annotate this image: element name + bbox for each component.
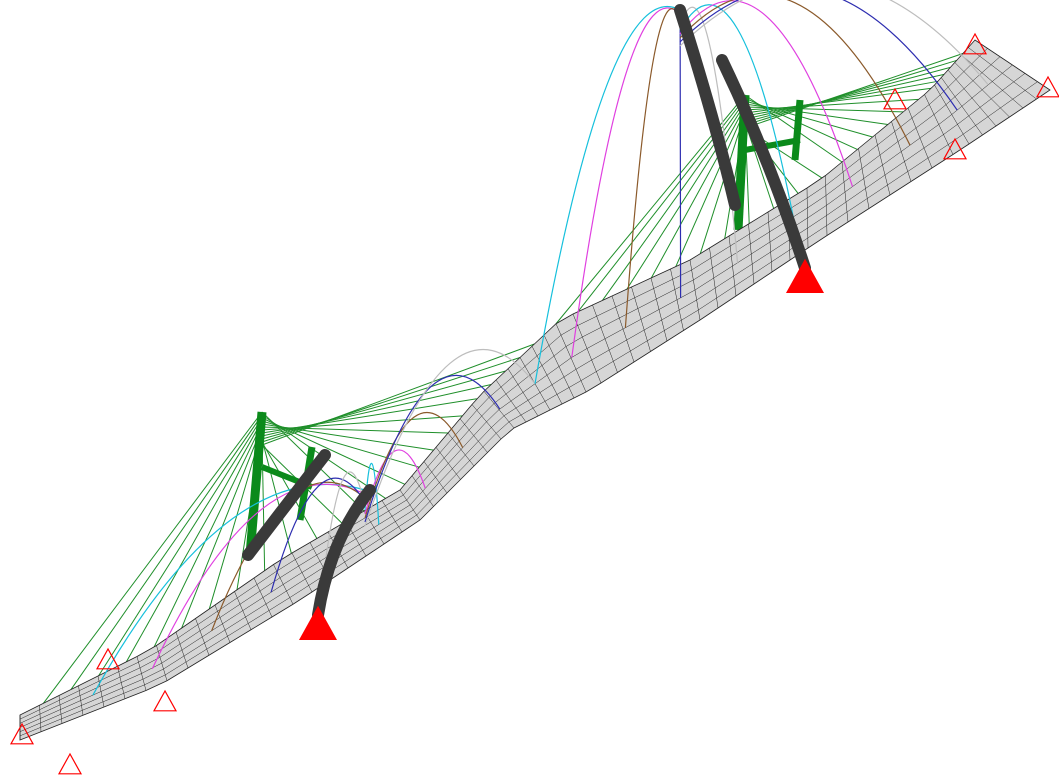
original-cable xyxy=(675,109,746,267)
original-cable xyxy=(650,106,746,279)
original-cable xyxy=(261,384,492,437)
deformed-cable xyxy=(151,483,366,669)
deformed-cables-layer xyxy=(92,0,989,696)
roller-support-icon xyxy=(1035,75,1059,98)
deformed-cable xyxy=(364,411,464,519)
fixed-support-icon xyxy=(298,605,338,641)
original-cable xyxy=(744,73,945,120)
deformed-cable xyxy=(679,0,989,86)
deformed-cable xyxy=(534,5,681,384)
original-cable xyxy=(744,80,938,117)
roller-support-icon xyxy=(962,32,988,55)
deformed-pylons-layer[interactable] xyxy=(242,4,811,621)
pylon-leg xyxy=(245,411,267,556)
fixed-support-icon xyxy=(785,258,825,293)
roller-support-icon xyxy=(882,87,908,110)
original-cable xyxy=(744,98,919,111)
original-cable xyxy=(744,87,932,114)
deformed-cable xyxy=(679,0,958,111)
deck-mesh-line xyxy=(19,81,1038,737)
deformed-pylon-1-leg[interactable] xyxy=(312,484,376,621)
deck-mesh-line xyxy=(19,56,1001,724)
deck-mesh-line xyxy=(19,73,1026,732)
deck-mesh-line xyxy=(19,48,988,720)
pylon-leg xyxy=(791,99,804,161)
original-cable xyxy=(125,420,263,663)
original-cable xyxy=(744,53,964,129)
original-cable xyxy=(153,423,263,648)
original-cables-layer xyxy=(43,53,964,704)
deformed-cable xyxy=(624,8,681,328)
deformed-cable xyxy=(364,348,536,527)
deformed-pylon-2-leg[interactable] xyxy=(674,4,741,211)
deformed-cable xyxy=(679,0,854,187)
original-cable xyxy=(261,438,292,554)
pylon-crossbeam xyxy=(744,137,801,153)
original-cable xyxy=(98,417,263,676)
deformed-cable xyxy=(325,471,366,558)
supports-layer xyxy=(9,32,1059,775)
original-cable xyxy=(744,121,775,209)
deformed-cable xyxy=(679,8,682,298)
original-cable xyxy=(261,343,535,446)
deformed-cable xyxy=(679,4,796,227)
original-cable xyxy=(261,370,506,440)
original-cable xyxy=(43,411,263,704)
original-cable xyxy=(744,59,957,126)
deformed-cable xyxy=(571,7,681,358)
original-cable xyxy=(699,112,746,254)
original-cable xyxy=(208,429,263,610)
deformed-pylon-1-leg[interactable] xyxy=(242,449,331,561)
deformed-cable xyxy=(364,374,501,523)
original-cable xyxy=(261,398,477,434)
original-cable xyxy=(70,414,263,690)
roller-support-icon xyxy=(57,752,83,775)
deformed-pylon-2-leg[interactable] xyxy=(716,54,811,274)
roller-support-icon xyxy=(9,722,35,745)
original-cable xyxy=(744,66,951,123)
roller-support-icon xyxy=(95,647,121,670)
deformed-cable xyxy=(679,0,911,146)
original-cable xyxy=(626,103,746,290)
deformed-cable xyxy=(270,477,366,593)
roller-support-icon xyxy=(942,137,968,160)
original-cable xyxy=(261,357,521,443)
roller-support-icon xyxy=(152,689,178,712)
